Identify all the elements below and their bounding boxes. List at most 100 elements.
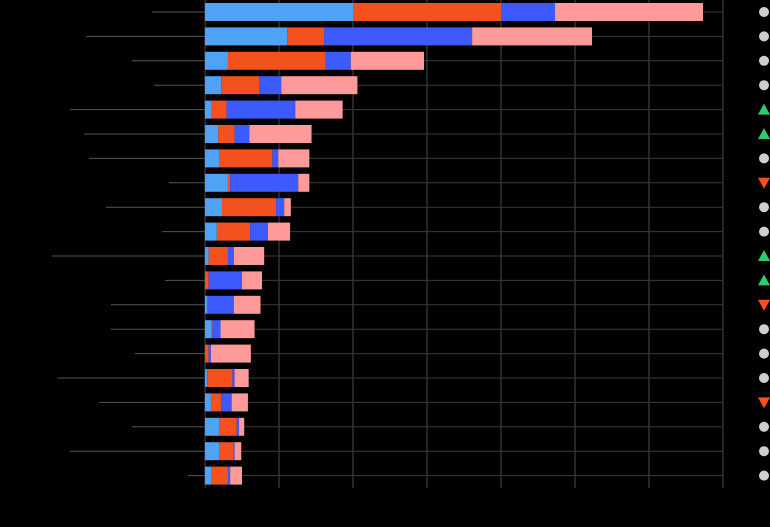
bar-segment bbox=[205, 369, 208, 387]
bar-segment bbox=[230, 173, 299, 192]
bar-segment bbox=[272, 149, 279, 168]
status-dot bbox=[759, 80, 769, 91]
status-dot bbox=[759, 470, 769, 481]
bar-segment bbox=[208, 271, 242, 290]
bar-segment bbox=[205, 27, 288, 46]
bar-segment bbox=[222, 198, 277, 217]
bar-segment bbox=[207, 295, 208, 314]
status-down bbox=[758, 299, 770, 311]
status-dot bbox=[759, 324, 769, 335]
bar-segment bbox=[287, 27, 325, 46]
bar-segment bbox=[205, 149, 220, 168]
bar-segment bbox=[226, 100, 296, 119]
bar-segment bbox=[210, 344, 251, 363]
bar-segment bbox=[216, 222, 251, 241]
status-dot bbox=[759, 421, 769, 432]
bar-segment bbox=[242, 271, 262, 290]
bar-segment bbox=[234, 369, 249, 387]
bar-segment bbox=[211, 320, 213, 339]
bar-segment bbox=[221, 76, 260, 95]
status-dot bbox=[759, 153, 769, 164]
bar-segment bbox=[205, 271, 209, 290]
bar-segment bbox=[219, 149, 273, 168]
status-up bbox=[758, 103, 770, 115]
bar-segment bbox=[234, 125, 250, 143]
bar-segment bbox=[227, 247, 234, 265]
bar-segment bbox=[239, 417, 245, 436]
bar-segment bbox=[353, 3, 501, 21]
bar-segment bbox=[227, 51, 326, 70]
bar-segment bbox=[295, 100, 343, 119]
status-dot bbox=[759, 226, 769, 237]
bar-segment bbox=[205, 247, 209, 265]
bar-segment bbox=[298, 173, 310, 192]
bar-segment bbox=[220, 320, 255, 339]
bar-segment bbox=[284, 198, 291, 217]
bar-segment bbox=[205, 271, 206, 290]
bar-segment bbox=[231, 393, 248, 412]
status-dot bbox=[759, 373, 769, 383]
status-down bbox=[758, 177, 770, 189]
bar-segment bbox=[205, 198, 223, 217]
status-dot bbox=[759, 446, 769, 457]
bar-segment bbox=[232, 369, 235, 387]
bar-segment bbox=[221, 393, 232, 412]
bar-segment bbox=[207, 295, 234, 314]
bar-segment bbox=[205, 173, 228, 192]
bar-segment bbox=[205, 442, 220, 461]
bar-segment bbox=[205, 344, 209, 363]
bar-segment bbox=[472, 27, 593, 46]
bar-segment bbox=[205, 295, 208, 314]
bar-segment bbox=[211, 100, 227, 119]
bar-segment bbox=[350, 51, 425, 70]
bar-segment bbox=[259, 76, 282, 95]
bar-segment bbox=[250, 222, 268, 241]
bar-segment bbox=[208, 344, 211, 363]
bar-segment bbox=[205, 76, 222, 95]
bar-segment bbox=[205, 51, 228, 70]
bar-segment bbox=[281, 76, 358, 95]
bar-segment bbox=[205, 125, 219, 143]
status-dot bbox=[759, 55, 769, 66]
bar-segment bbox=[233, 247, 265, 265]
bar-segment bbox=[205, 417, 220, 436]
bar-segment bbox=[501, 3, 556, 21]
status-dot bbox=[759, 202, 769, 213]
bar-segment bbox=[207, 369, 233, 387]
status-up bbox=[758, 250, 770, 261]
bar-segment bbox=[219, 442, 234, 461]
status-up bbox=[758, 128, 770, 139]
bar-segment bbox=[218, 125, 235, 143]
bar-segment bbox=[227, 173, 231, 192]
status-up bbox=[758, 274, 770, 286]
status-down bbox=[758, 397, 770, 409]
bar-segment bbox=[267, 222, 291, 241]
bar-segment bbox=[205, 222, 217, 241]
bar-segment bbox=[205, 320, 212, 339]
status-dot bbox=[759, 7, 769, 17]
status-dot bbox=[759, 31, 769, 42]
bar-segment bbox=[233, 295, 261, 314]
bar-segment bbox=[325, 51, 351, 70]
bar-segment bbox=[236, 417, 240, 436]
bar-segment bbox=[278, 149, 310, 168]
bar-segment bbox=[219, 417, 237, 436]
bar-segment bbox=[208, 247, 228, 265]
bar-segment bbox=[324, 27, 473, 46]
bar-segment bbox=[276, 198, 285, 217]
bar-segment bbox=[233, 442, 235, 461]
bar-segment bbox=[210, 393, 222, 412]
bar-segment bbox=[230, 466, 242, 485]
bar-segment bbox=[205, 466, 212, 485]
bar-segment bbox=[212, 320, 221, 339]
bar-segment bbox=[249, 125, 312, 143]
bar-segment bbox=[205, 393, 211, 412]
bar-segment bbox=[205, 344, 206, 363]
bar-segment bbox=[211, 466, 228, 485]
bar-segment bbox=[227, 466, 231, 485]
bar-segment bbox=[555, 3, 704, 21]
bar-segment bbox=[205, 100, 212, 119]
bar-segment bbox=[234, 442, 242, 461]
